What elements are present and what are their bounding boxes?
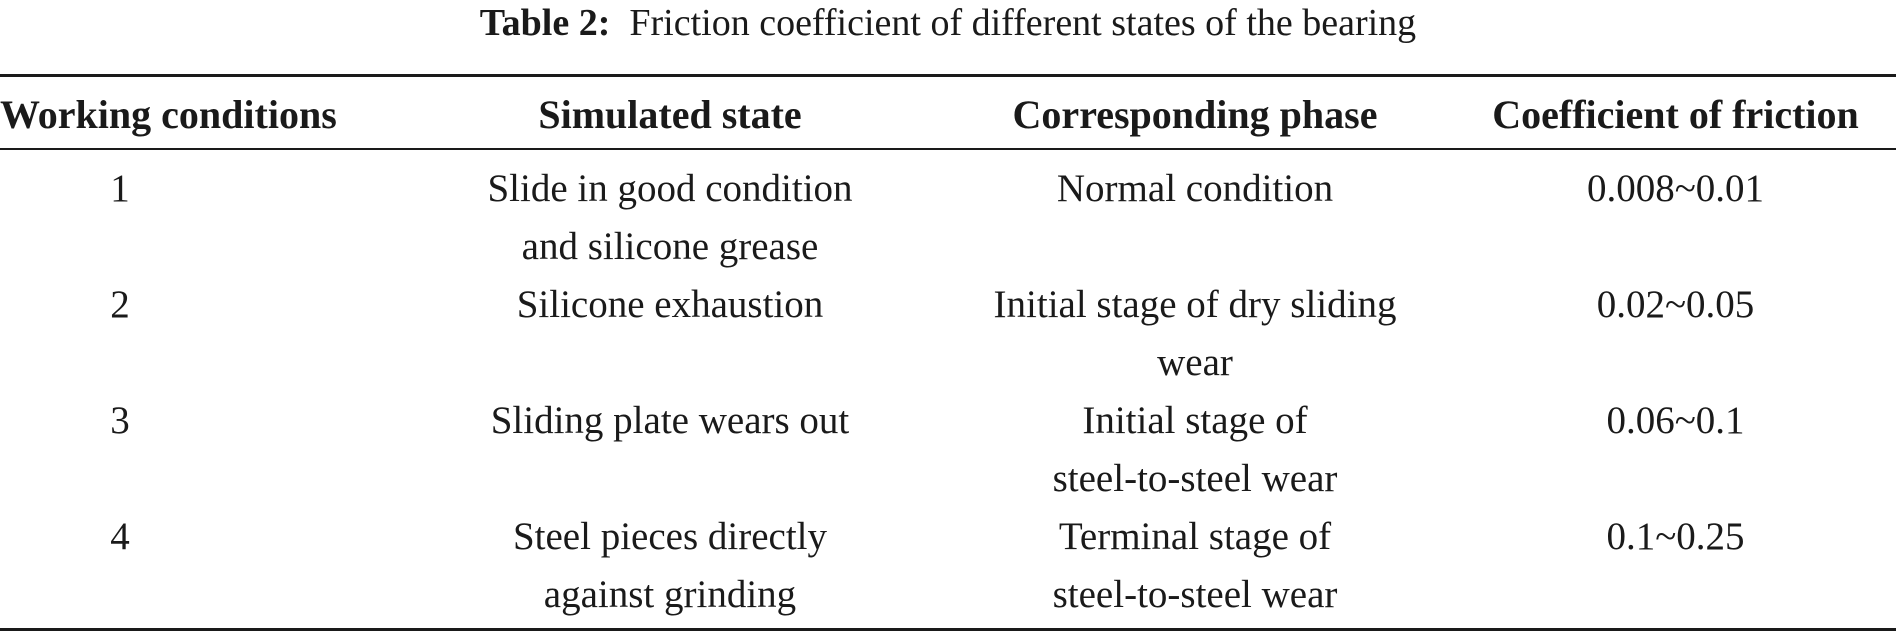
table-caption-label: Table 2: bbox=[479, 2, 611, 44]
cell-line: Sliding plate wears out bbox=[490, 399, 850, 442]
cell-working-condition: 4 bbox=[110, 515, 130, 558]
cell-line: against grinding bbox=[543, 573, 797, 616]
cell-line: Silicone exhaustion bbox=[516, 283, 824, 326]
cell-working-condition: 3 bbox=[110, 399, 130, 442]
cell-coefficient-of-friction: 0.02~0.05 bbox=[1596, 283, 1755, 326]
cell-corresponding-phase: Initial stage of dry sliding wear bbox=[935, 276, 1455, 392]
table-header-row: Working conditions Simulated state Corre… bbox=[0, 86, 1896, 144]
header-simulated-state: Simulated state bbox=[538, 92, 802, 137]
cell-coefficient-of-friction: 0.06~0.1 bbox=[1606, 399, 1745, 442]
table-top-rule bbox=[0, 74, 1896, 77]
cell-coefficient-of-friction: 0.1~0.25 bbox=[1606, 515, 1745, 558]
cell-simulated-state: Steel pieces directly against grinding bbox=[380, 508, 960, 624]
cell-line: Initial stage of bbox=[1082, 399, 1308, 442]
table-header-rule bbox=[0, 148, 1896, 150]
header-working-conditions: Working conditions bbox=[0, 92, 337, 137]
cell-line: Normal condition bbox=[1056, 167, 1334, 210]
cell-corresponding-phase: Terminal stage of steel-to-steel wear bbox=[935, 508, 1455, 624]
cell-working-condition: 2 bbox=[110, 283, 130, 326]
cell-simulated-state: Sliding plate wears out bbox=[380, 392, 960, 450]
cell-corresponding-phase: Initial stage of steel-to-steel wear bbox=[935, 392, 1455, 508]
cell-line: steel-to-steel wear bbox=[1052, 573, 1338, 616]
cell-line: and silicone grease bbox=[521, 225, 819, 268]
table-caption-text: Friction coefficient of different states… bbox=[629, 2, 1417, 44]
cell-simulated-state: Slide in good condition and silicone gre… bbox=[380, 160, 960, 276]
cell-working-condition: 1 bbox=[110, 167, 130, 210]
table-bottom-rule bbox=[0, 628, 1896, 631]
header-corresponding-phase: Corresponding phase bbox=[1012, 92, 1378, 137]
cell-line: steel-to-steel wear bbox=[1052, 457, 1338, 500]
cell-line: wear bbox=[1157, 341, 1233, 384]
cell-line: Slide in good condition bbox=[487, 167, 853, 210]
cell-simulated-state: Silicone exhaustion bbox=[380, 276, 960, 334]
table-caption: Table 2: Friction coefficient of differe… bbox=[0, 0, 1896, 52]
header-coefficient-of-friction: Coefficient of friction bbox=[1492, 92, 1859, 137]
cell-coefficient-of-friction: 0.008~0.01 bbox=[1586, 167, 1765, 210]
cell-line: Terminal stage of bbox=[1058, 515, 1332, 558]
cell-line: Initial stage of dry sliding bbox=[993, 283, 1397, 326]
cell-line: Steel pieces directly bbox=[512, 515, 828, 558]
cell-corresponding-phase: Normal condition bbox=[935, 160, 1455, 218]
